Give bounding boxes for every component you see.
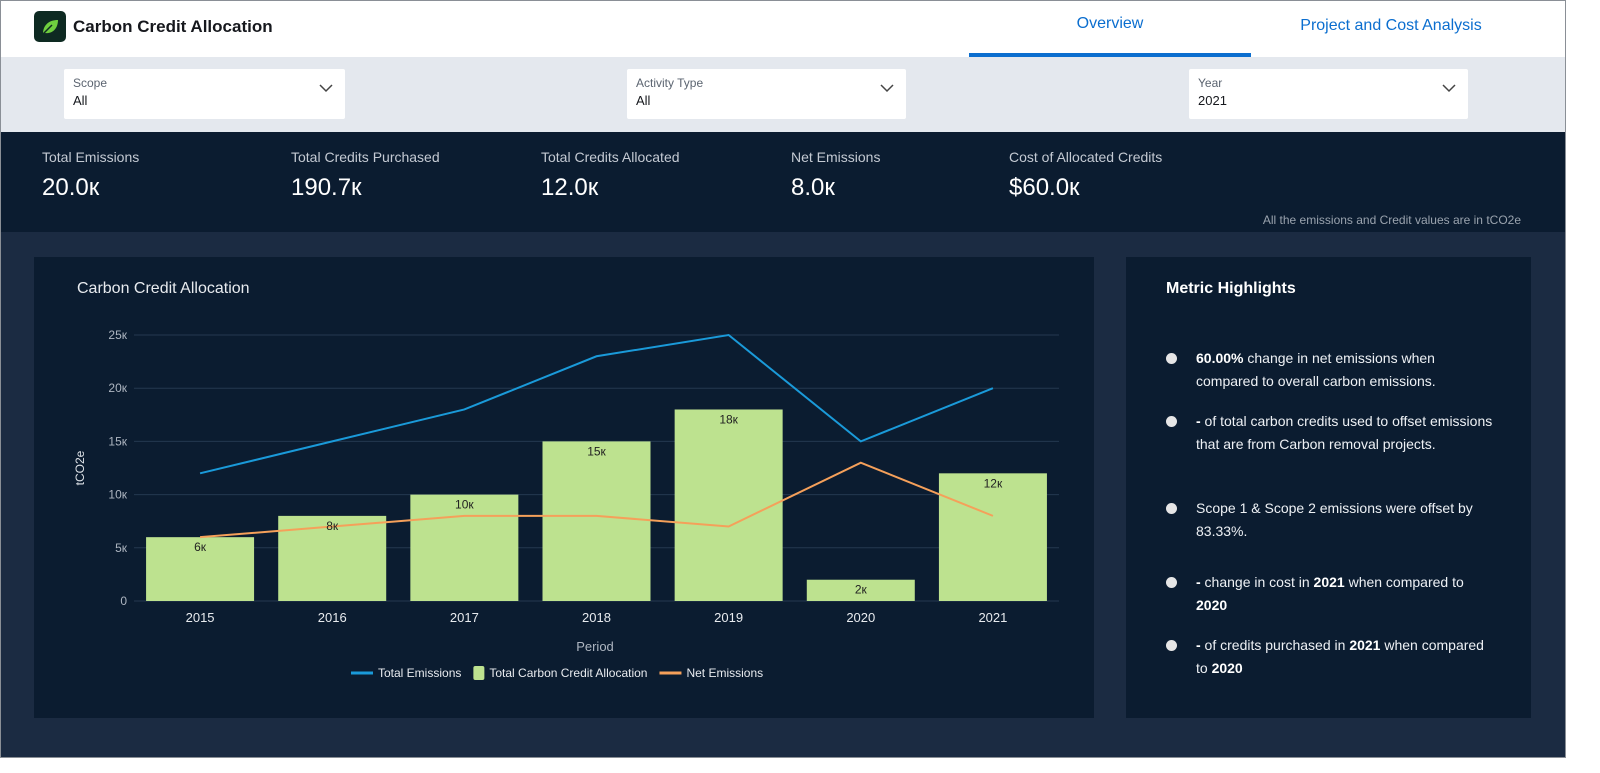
kpi-value: 8.0к xyxy=(791,174,835,201)
highlight-text: when compared to xyxy=(1344,574,1464,590)
highlights-title: Metric Highlights xyxy=(1166,280,1296,297)
x-tick-label: 2018 xyxy=(582,610,611,625)
metric-highlights-panel: Metric Highlights 60.00% change in net e… xyxy=(1126,257,1531,718)
scope-value: All xyxy=(73,93,88,108)
kpi-strip: Total Emissions 20.0к Total Credits Purch… xyxy=(1,132,1565,232)
x-tick-label: 2016 xyxy=(318,610,347,625)
kpi-value: 12.0к xyxy=(541,174,599,201)
x-tick-label: 2020 xyxy=(846,610,875,625)
kpi-value: 190.7к xyxy=(291,174,362,201)
y-tick-label: 10к xyxy=(108,488,127,502)
leaf-icon xyxy=(34,11,66,42)
year-value: 2021 xyxy=(1198,93,1227,108)
kpi-cost-allocated: Cost of Allocated Credits $60.0к xyxy=(1009,149,1162,202)
bullet-icon xyxy=(1166,416,1177,427)
highlight-text: of credits purchased in xyxy=(1200,637,1350,653)
header: Carbon Credit Allocation Overview Projec… xyxy=(1,1,1565,57)
activity-type-select[interactable]: Activity Type All xyxy=(627,69,906,119)
legend-item: Total Carbon Credit Allocation xyxy=(489,666,647,680)
kpi-total-credits-allocated: Total Credits Allocated 12.0к xyxy=(541,149,680,202)
bar-2015 xyxy=(146,537,255,601)
kpi-title: Total Credits Purchased xyxy=(291,149,440,165)
kpi-title: Cost of Allocated Credits xyxy=(1009,149,1163,165)
y-tick-label: 5к xyxy=(115,541,128,555)
chevron-down-icon xyxy=(319,84,333,93)
x-tick-label: 2019 xyxy=(714,610,743,625)
highlight-text: change in cost in xyxy=(1200,574,1314,590)
y-tick-label: 20к xyxy=(108,381,127,395)
app-title: Carbon Credit Allocation xyxy=(73,17,273,36)
highlight-item: - of credits purchased in 2021 when comp… xyxy=(1166,634,1496,680)
highlight-year: 2020 xyxy=(1196,597,1228,613)
x-tick-label: 2015 xyxy=(186,610,215,625)
highlight-value: - xyxy=(1196,574,1201,590)
highlight-text: when compared to xyxy=(1196,637,1484,676)
kpi-value: $60.0к xyxy=(1009,174,1080,201)
bar-2021 xyxy=(938,473,1047,601)
highlight-value: - xyxy=(1196,413,1201,429)
combo-chart: 0 5к 10к 15к 20к 25к tCO2e 6к 8к 10к 15к 18к 2к 12к 20… xyxy=(73,328,1059,680)
legend-swatch xyxy=(473,666,485,680)
highlight-item: - of total carbon credits used to offset… xyxy=(1166,410,1496,456)
line-total-emissions xyxy=(199,333,994,475)
highlight-value: - xyxy=(1196,637,1201,653)
highlight-text: change in net emissions when compared to… xyxy=(1196,350,1436,389)
y-tick-label: 15к xyxy=(108,434,127,448)
kpi-total-credits-purchased: Total Credits Purchased 190.7к xyxy=(291,149,440,202)
highlight-year: 2021 xyxy=(1349,637,1381,653)
tab-overview[interactable]: Overview xyxy=(969,15,1251,57)
bullet-icon xyxy=(1166,353,1177,364)
x-axis-label: Period xyxy=(576,639,614,654)
highlight-text: of total carbon credits used to offset e… xyxy=(1196,413,1493,452)
kpi-total-emissions: Total Emissions 20.0к xyxy=(42,149,139,202)
bar-2019 xyxy=(674,409,783,601)
legend-item: Net Emissions xyxy=(686,666,763,680)
scope-label: Scope xyxy=(73,76,108,90)
y-axis-label: tCO2e xyxy=(73,450,87,485)
x-tick-label: 2021 xyxy=(978,610,1007,625)
bar-data-label: 6к xyxy=(194,540,207,554)
chevron-down-icon xyxy=(1442,84,1456,93)
bar-data-label: 15к xyxy=(587,444,606,458)
bullet-icon xyxy=(1166,503,1177,514)
app-window: Carbon Credit Allocation Overview Projec… xyxy=(0,0,1566,758)
year-select[interactable]: Year 2021 xyxy=(1189,69,1468,119)
kpi-title: Net Emissions xyxy=(791,149,881,165)
kpi-title: Total Credits Allocated xyxy=(541,149,680,165)
bullet-icon xyxy=(1166,577,1177,588)
highlight-item: - change in cost in 2021 when compared t… xyxy=(1166,571,1496,617)
y-tick-label: 25к xyxy=(108,328,127,342)
line-net-emissions xyxy=(199,461,994,539)
highlight-value: 60.00% xyxy=(1196,350,1244,366)
kpi-value: 20.0к xyxy=(42,174,100,201)
tab-project-and-cost-analysis[interactable]: Project and Cost Analysis xyxy=(1300,17,1482,34)
x-tick-label: 2017 xyxy=(450,610,479,625)
kpi-title: Total Emissions xyxy=(42,149,140,165)
bar-2018 xyxy=(542,441,651,601)
chevron-down-icon xyxy=(880,84,894,93)
bar-data-label: 2к xyxy=(855,583,868,597)
bar-data-label: 10к xyxy=(455,498,474,512)
legend-item: Total Emissions xyxy=(378,666,461,680)
bar-2017 xyxy=(410,494,519,601)
y-tick-label: 0 xyxy=(120,594,127,608)
bar-2020 xyxy=(806,579,915,601)
bar-data-label: 12к xyxy=(984,476,1003,490)
scope-select[interactable]: Scope All xyxy=(64,69,345,119)
highlight-item: 60.00% change in net emissions when comp… xyxy=(1166,347,1496,393)
highlight-text: Scope 1 & Scope 2 emissions were offset … xyxy=(1196,500,1473,539)
year-label: Year xyxy=(1198,76,1223,90)
kpi-net-emissions: Net Emissions 8.0к xyxy=(791,149,880,202)
highlight-year: 2020 xyxy=(1211,660,1243,676)
highlight-year: 2021 xyxy=(1313,574,1345,590)
units-note: All the emissions and Credit values are … xyxy=(1262,213,1521,227)
bullet-icon xyxy=(1166,640,1177,651)
activity-type-label: Activity Type xyxy=(636,76,704,90)
bar-data-label: 8к xyxy=(326,519,339,533)
bar-data-label: 18к xyxy=(719,412,738,426)
activity-type-value: All xyxy=(636,93,651,108)
filter-bar: Scope All Activity Type All Year 2021 xyxy=(1,57,1565,132)
chart-title: Carbon Credit Allocation xyxy=(77,280,250,297)
highlight-item: Scope 1 & Scope 2 emissions were offset … xyxy=(1166,497,1496,543)
